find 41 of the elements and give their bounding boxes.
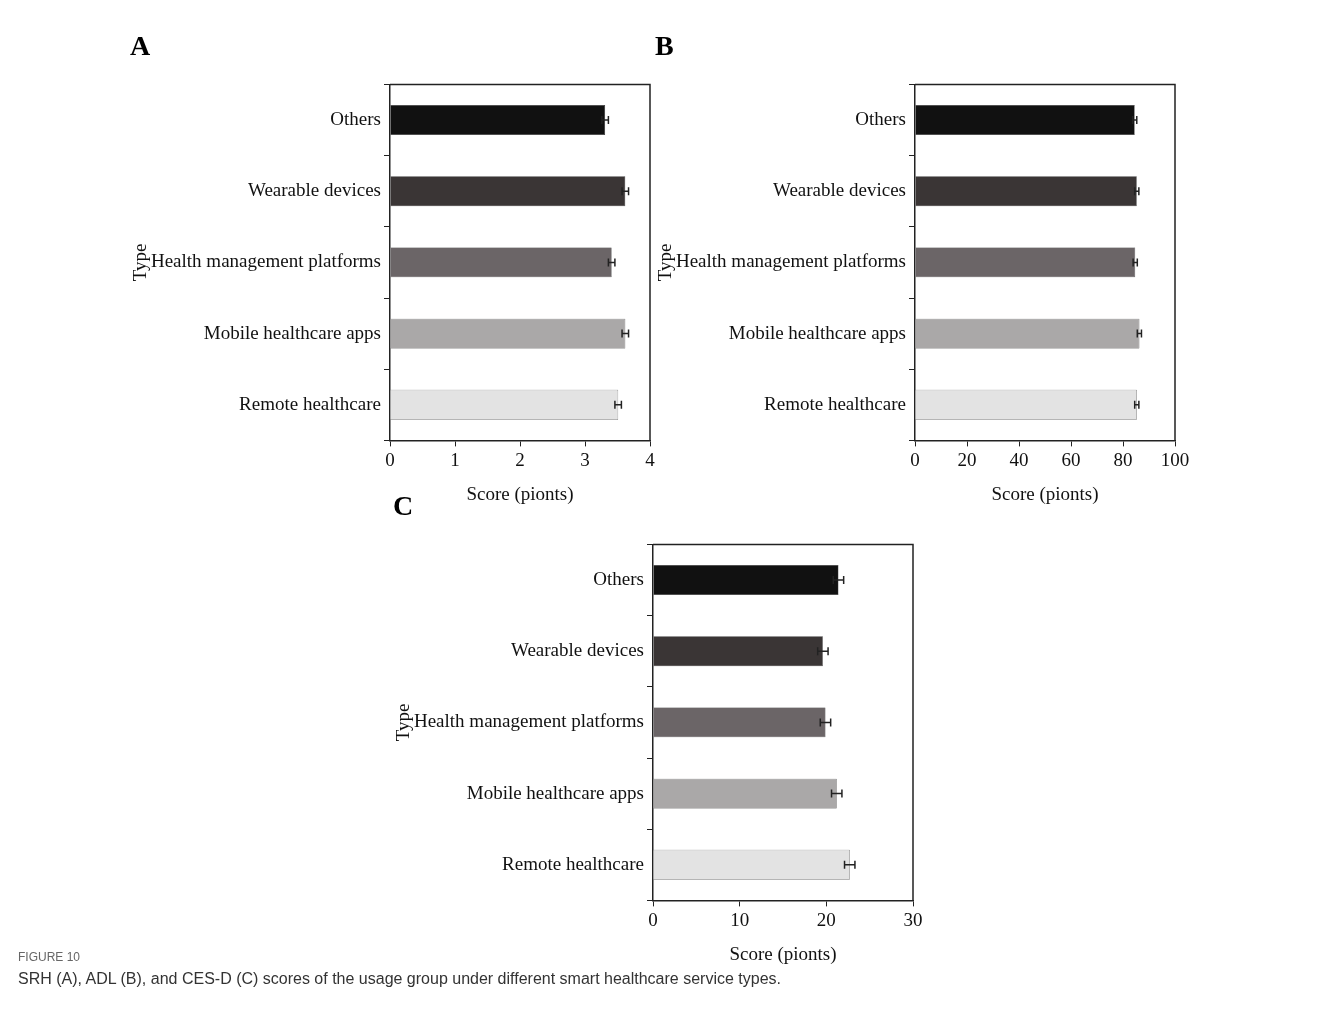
y-tick-label: Others	[330, 107, 381, 129]
x-tick-label: 60	[1061, 448, 1081, 470]
x-tick-label: 10	[730, 908, 750, 930]
x-axis-title: Score (pionts)	[729, 942, 837, 965]
y-tick-label: Health management platforms	[150, 250, 381, 272]
text: SRH (A), ADL (B), and CES-D (C) scores of the usage group under different smart healthcare service types.	[18, 970, 781, 988]
x-tick-label: 0	[385, 448, 395, 470]
x-axis-title: Score (pionts)	[466, 482, 574, 505]
x-tick-label: 3	[580, 448, 590, 470]
y-tick-label: Wearable devices	[511, 639, 644, 661]
text: A	[130, 30, 151, 62]
x-tick-label: 20	[816, 908, 836, 930]
y-tick-label: Others	[593, 567, 644, 589]
y-tick-label: Wearable devices	[248, 179, 381, 201]
x-tick-label: 30	[903, 908, 923, 930]
x-tick-label: 0	[910, 448, 920, 470]
y-tick-label: Wearable devices	[773, 179, 906, 201]
y-tick-label: Remote healthcare	[502, 852, 644, 874]
y-axis-title: Type	[654, 243, 676, 282]
x-tick-label: 1	[450, 448, 460, 470]
y-tick-label: Remote healthcare	[239, 392, 381, 414]
x-tick-label: 100	[1160, 448, 1190, 470]
y-axis-title: Type	[129, 243, 151, 282]
x-tick-label: 80	[1113, 448, 1133, 470]
text: B	[655, 30, 674, 62]
text: C	[393, 490, 414, 522]
x-tick-label: 0	[648, 908, 658, 930]
x-tick-label: 40	[1009, 448, 1029, 470]
y-tick-label: Remote healthcare	[764, 392, 906, 414]
y-tick-label: Health management platforms	[413, 710, 644, 732]
y-tick-label: Others	[855, 107, 906, 129]
caption: FIGURE 10	[18, 950, 81, 964]
y-tick-label: Mobile healthcare apps	[203, 321, 381, 343]
y-tick-label: Mobile healthcare apps	[466, 781, 644, 803]
y-tick-label: Mobile healthcare apps	[728, 321, 906, 343]
x-tick-label: 20	[957, 448, 977, 470]
x-tick-label: 4	[645, 448, 656, 470]
x-axis-title: Score (pionts)	[991, 482, 1099, 505]
x-tick-label: 2	[515, 448, 525, 470]
y-tick-label: Health management platforms	[675, 250, 906, 272]
y-axis-title: Type	[392, 703, 414, 742]
